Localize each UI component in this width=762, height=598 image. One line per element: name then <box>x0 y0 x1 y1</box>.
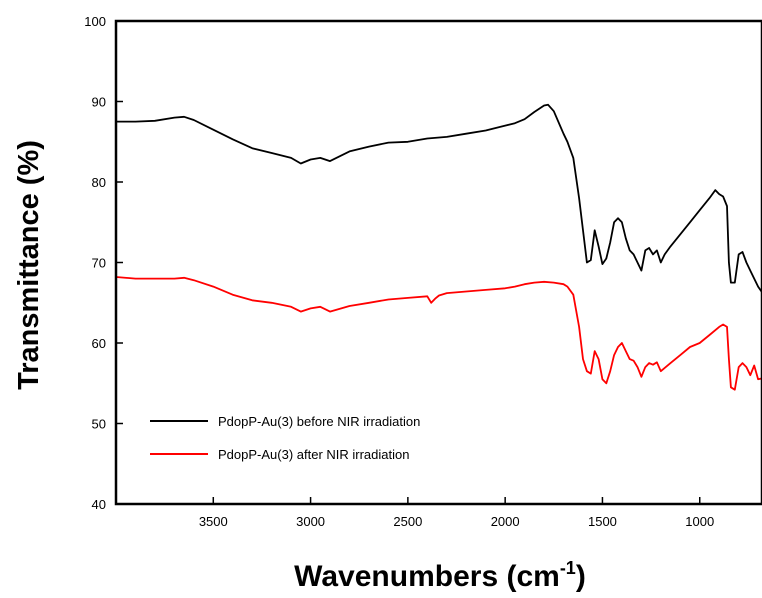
y-tick-label: 80 <box>92 175 106 190</box>
y-tick-label: 50 <box>92 417 106 432</box>
legend-label-before: PdopP-Au(3) before NIR irradiation <box>218 414 420 429</box>
x-tick-label: 2000 <box>491 514 520 529</box>
x-tick-label: 1000 <box>685 514 714 529</box>
x-tick-label: 2500 <box>393 514 422 529</box>
legend-label-after: PdopP-Au(3) after NIR irradiation <box>218 447 409 462</box>
y-axis-title: Transmittance (%) <box>13 140 45 390</box>
x-axis-title-superscript: -1 <box>560 558 576 578</box>
x-axis-title-close: ) <box>576 560 586 593</box>
x-tick-label: 3000 <box>296 514 325 529</box>
plot-layer: 3500 3000 2500 2000 1500 1000 40 50 60 70 80 90 100 <box>84 14 762 529</box>
x-axis-title: Wavenumbers (cm-1) <box>294 558 586 593</box>
y-tick-label: 40 <box>92 497 106 512</box>
y-axis-title-group: Transmittance (%) <box>13 140 45 390</box>
series-line-before-nir <box>116 103 762 293</box>
x-tick-label: 3500 <box>199 514 228 529</box>
y-tick-label: 90 <box>92 95 106 110</box>
legend: PdopP-Au(3) before NIR irradiation PdopP… <box>150 414 420 462</box>
x-axis-title-main: Wavenumbers (cm <box>294 560 560 593</box>
y-tick-label: 60 <box>92 336 106 351</box>
plot-frame <box>114 19 762 506</box>
x-tick-label: 1500 <box>588 514 617 529</box>
y-tick-label: 70 <box>92 256 106 271</box>
y-tick-label: 100 <box>84 14 106 29</box>
series-line-after-nir <box>115 276 762 391</box>
